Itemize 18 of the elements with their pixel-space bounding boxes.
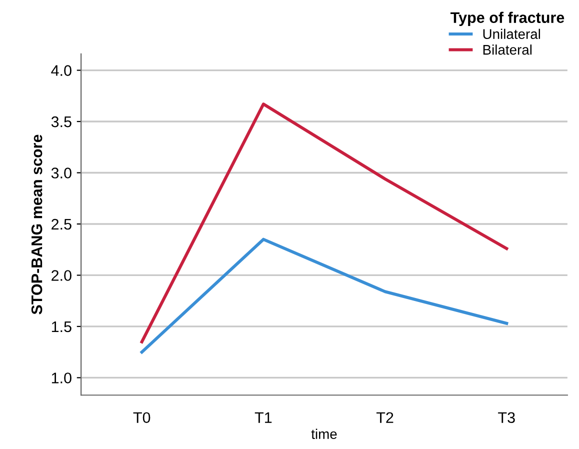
legend-label: Unilateral (483, 28, 540, 40)
line-series (140, 238, 508, 354)
y-tick-label: 3.5 (51, 116, 72, 128)
y-tick-label: 2.5 (52, 218, 72, 230)
x-tick-label: T3 (498, 412, 515, 424)
y-axis-title: STOP-BANG mean score (31, 134, 42, 314)
y-tick-label: 2.0 (52, 270, 72, 281)
y-tick-label: 3.0 (51, 168, 72, 178)
line-series (140, 102, 508, 344)
legend-title: Type of fracture (450, 12, 564, 26)
y-tick-label: 4.0 (51, 65, 72, 76)
x-axis-title: time (311, 428, 337, 440)
legend-label: Bilateral (483, 44, 532, 55)
x-tick-label: T0 (133, 412, 150, 424)
x-tick-label: T2 (376, 412, 394, 423)
x-tick-label: T1 (254, 412, 272, 423)
y-tick-label: 1.0 (52, 372, 72, 384)
y-tick-label: 1.5 (52, 321, 72, 332)
